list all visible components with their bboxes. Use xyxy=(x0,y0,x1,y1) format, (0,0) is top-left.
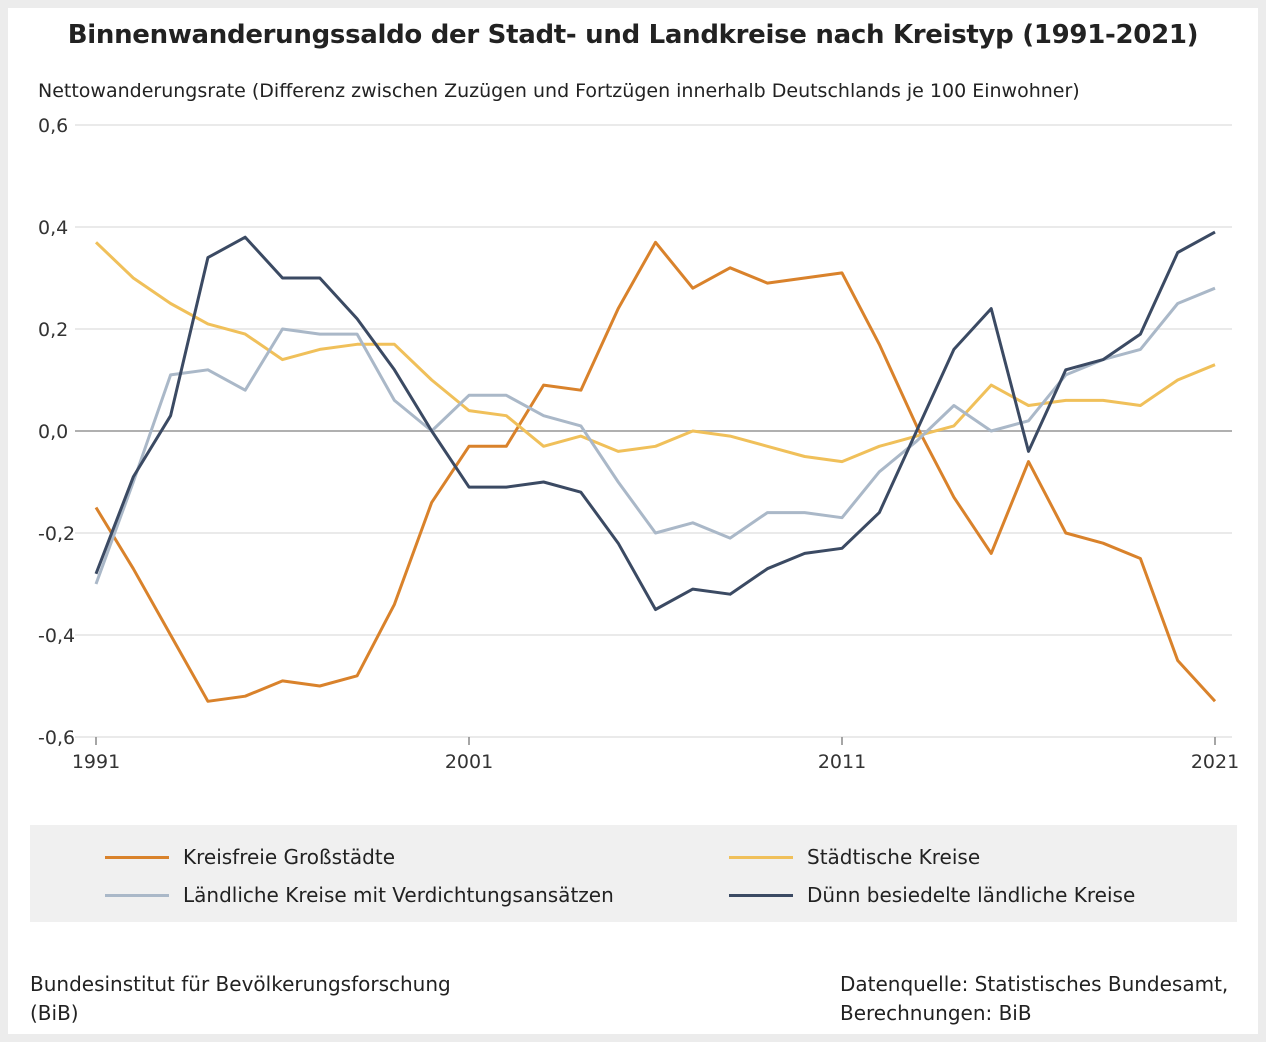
x-tick-label: 2001 xyxy=(445,751,493,773)
legend-label: Städtische Kreise xyxy=(807,845,981,869)
series-line xyxy=(94,286,1216,585)
footer-left-line1: Bundesinstitut für Bevölkerungsforschung xyxy=(30,972,451,996)
legend-swatch xyxy=(729,893,793,897)
legend-swatch xyxy=(105,893,169,897)
legend: Kreisfreie Großstädte Städtische Kreise … xyxy=(30,825,1237,922)
series-line xyxy=(94,241,1216,464)
legend-label: Ländliche Kreise mit Verdichtungsansätze… xyxy=(183,883,614,907)
footer-source-right: Datenquelle: Statistisches Bundesamt, Be… xyxy=(840,970,1228,1028)
y-axis-label: Nettowanderungsrate (Differenz zwischen … xyxy=(38,80,1080,102)
footer-left-line2: (BiB) xyxy=(30,1001,79,1025)
y-tick-label: 0,0 xyxy=(38,421,68,443)
legend-label: Dünn besiedelte ländliche Kreise xyxy=(807,883,1136,907)
y-tick-label: 0,4 xyxy=(38,217,68,239)
legend-item: Städtische Kreise xyxy=(729,845,980,869)
x-tick-label: 1991 xyxy=(72,751,120,773)
series-line xyxy=(94,240,1217,703)
legend-item: Kreisfreie Großstädte xyxy=(105,845,395,869)
series-line xyxy=(94,230,1216,611)
legend-label: Kreisfreie Großstädte xyxy=(183,845,396,869)
y-tick-label: -0,4 xyxy=(38,625,75,647)
legend-item: Dünn besiedelte ländliche Kreise xyxy=(729,883,1135,907)
y-tick-label: 0,2 xyxy=(38,319,68,341)
y-tick-label: 0,6 xyxy=(38,115,68,137)
legend-item: Ländliche Kreise mit Verdichtungsansätze… xyxy=(105,883,614,907)
legend-swatch xyxy=(729,855,793,859)
footer-source-left: Bundesinstitut für Bevölkerungsforschung… xyxy=(30,970,451,1028)
footer-right-line2: Berechnungen: BiB xyxy=(840,1001,1032,1025)
x-tick-label: 2021 xyxy=(1191,751,1239,773)
legend-swatch xyxy=(105,855,169,859)
x-tick-label: 2011 xyxy=(818,751,866,773)
chart-title: Binnenwanderungssaldo der Stadt- und Lan… xyxy=(67,20,1199,50)
footer-right-line1: Datenquelle: Statistisches Bundesamt, xyxy=(840,972,1229,996)
y-tick-label: -0,2 xyxy=(38,523,75,545)
y-tick-label: -0,6 xyxy=(38,727,75,749)
